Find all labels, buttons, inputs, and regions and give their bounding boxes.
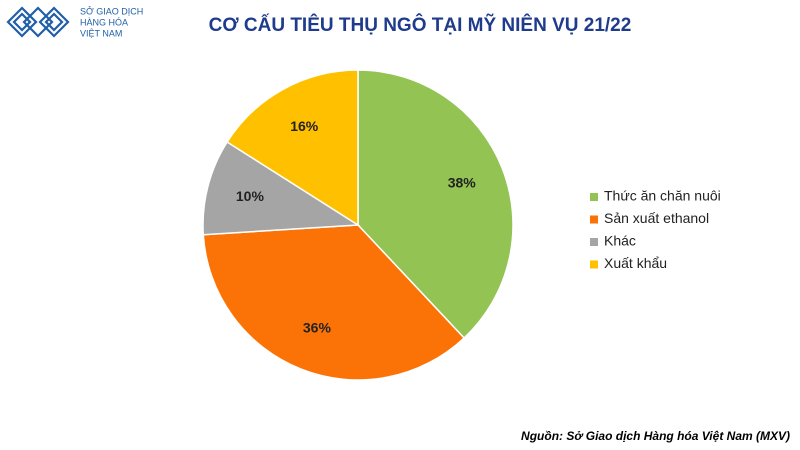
chart-title: CƠ CẤU TIÊU THỤ NGÔ TẠI MỸ NIÊN VỤ 21/22 [209,14,632,36]
legend-label: Xuất khẩu [604,255,667,271]
legend-label: Khác [604,233,636,249]
data-label: 16% [290,118,319,134]
data-label: 38% [448,175,477,191]
pie-slice [202,140,361,236]
source-note: Nguồn: Sở Giao dịch Hàng hóa Việt Nam (M… [521,429,790,443]
legend-swatch [590,260,598,269]
logo-text: SỞ GIAO DỊCH [80,5,143,16]
legend-swatch [590,238,598,246]
legend-label: Thức ăn chăn nuôi [604,188,721,204]
pie-slice [226,69,359,227]
pie-slice [202,224,466,381]
data-label: 10% [236,188,265,204]
logo-text: HÀNG HÓA [80,17,128,27]
pie-slice [357,69,514,340]
legend-swatch [590,215,598,224]
logo-text: VIỆT NAM [80,28,122,38]
data-label: 36% [303,319,332,335]
legend-swatch [590,193,598,201]
logo-mark [6,6,70,38]
legend-label: Sản xuất ethanol [604,210,709,226]
